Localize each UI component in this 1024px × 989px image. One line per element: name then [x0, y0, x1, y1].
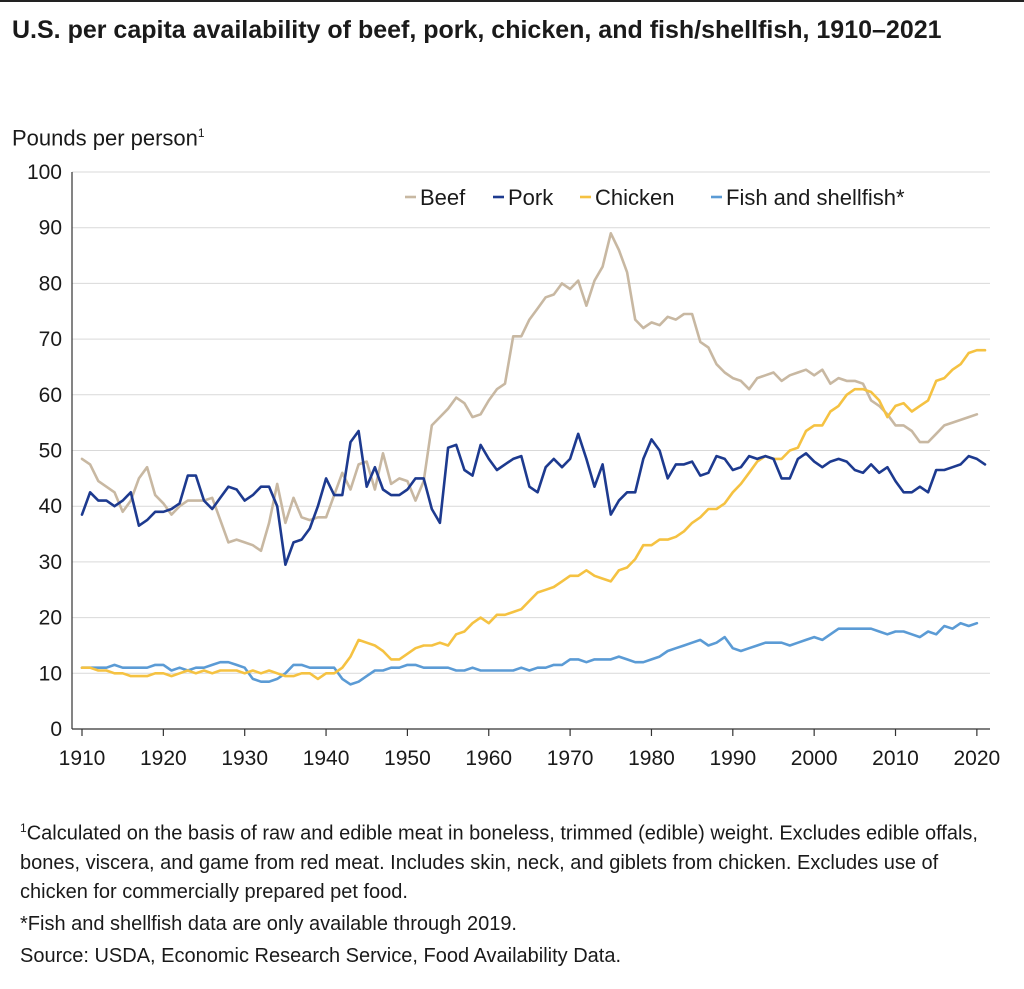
- legend-label-pork: Pork: [508, 185, 554, 210]
- y-tick-label-70: 70: [39, 328, 62, 351]
- y-tick-label-40: 40: [39, 495, 62, 518]
- series-line-beef: [80, 232, 979, 553]
- y-axis-label-text: Pounds per person: [12, 125, 198, 151]
- series-line-fish-and-shellfish: [80, 621, 979, 686]
- y-axis-ticks: 0 10 20 30 40 50 60 70 80 90 100: [27, 161, 990, 741]
- y-tick-label-60: 60: [39, 384, 62, 407]
- x-tick-label-2000: 2000: [791, 747, 838, 770]
- x-tick-label-1970: 1970: [547, 747, 594, 770]
- x-tick-label-1950: 1950: [384, 747, 431, 770]
- series-line-pork: [80, 429, 987, 567]
- footnote-1-mark: 1: [20, 821, 27, 835]
- footnote-1: 1Calculated on the basis of raw and edib…: [20, 814, 1010, 907]
- y-tick-label-50: 50: [39, 440, 62, 463]
- x-tick-label-2020: 2020: [954, 747, 1001, 770]
- chart-title: U.S. per capita availability of beef, po…: [12, 16, 942, 44]
- legend-label-beef: Beef: [420, 185, 466, 210]
- footnotes: 1Calculated on the basis of raw and edib…: [20, 814, 1010, 971]
- x-axis-ticks: 1910 1920 1930 1940 1950 1960 1970 1980 1990 2000…: [59, 729, 1001, 770]
- y-tick-label-100: 100: [27, 161, 62, 184]
- legend-label-chicken: Chicken: [595, 185, 674, 210]
- x-tick-label-1910: 1910: [59, 747, 106, 770]
- series-line-chicken: [80, 348, 987, 681]
- y-axis-label: Pounds per person1: [12, 120, 205, 151]
- footnote-1-text: Calculated on the basis of raw and edibl…: [20, 822, 978, 903]
- x-tick-label-1940: 1940: [303, 747, 350, 770]
- x-tick-label-1980: 1980: [628, 747, 675, 770]
- y-tick-label-80: 80: [39, 272, 62, 295]
- y-tick-label-30: 30: [39, 551, 62, 574]
- x-tick-label-1930: 1930: [221, 747, 268, 770]
- legend: Beef Pork Chicken Fish and shellfish*: [405, 185, 905, 210]
- top-rule: [0, 0, 1024, 2]
- footnote-2: *Fish and shellfish data are only availa…: [20, 912, 517, 935]
- y-tick-label-10: 10: [39, 662, 62, 685]
- y-tick-label-20: 20: [39, 607, 62, 630]
- y-axis-label-footnote-mark: 1: [197, 126, 205, 140]
- source-note: Source: USDA, Economic Research Service,…: [20, 944, 622, 967]
- x-tick-label-1920: 1920: [140, 747, 187, 770]
- y-tick-label-90: 90: [39, 217, 62, 240]
- x-tick-label-1960: 1960: [465, 747, 512, 770]
- series-lines: [80, 232, 987, 686]
- y-tick-label-0: 0: [50, 718, 62, 741]
- x-tick-label-2010: 2010: [872, 747, 919, 770]
- legend-label-fish-and-shellfish: Fish and shellfish*: [726, 185, 905, 210]
- x-tick-label-1990: 1990: [709, 747, 756, 770]
